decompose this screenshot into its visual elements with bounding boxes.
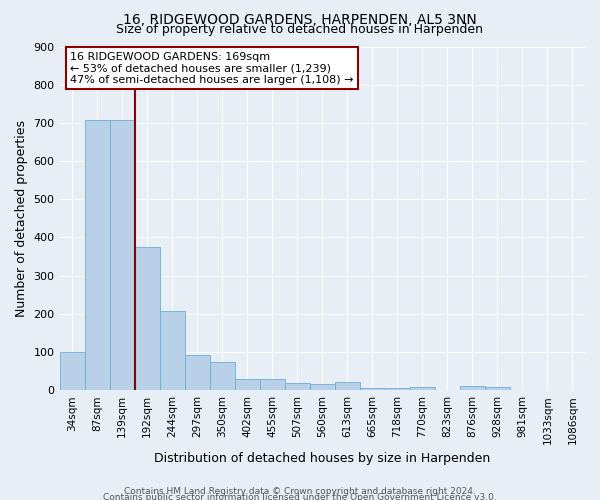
- Bar: [260, 378, 285, 390]
- Text: Contains HM Land Registry data © Crown copyright and database right 2024.: Contains HM Land Registry data © Crown c…: [124, 486, 476, 496]
- Bar: [160, 311, 185, 390]
- Bar: [335, 382, 360, 390]
- Text: Size of property relative to detached houses in Harpenden: Size of property relative to detached ho…: [116, 22, 484, 36]
- X-axis label: Distribution of detached houses by size in Harpenden: Distribution of detached houses by size …: [154, 452, 490, 465]
- Text: 16 RIDGEWOOD GARDENS: 169sqm
← 53% of detached houses are smaller (1,239)
47% of: 16 RIDGEWOOD GARDENS: 169sqm ← 53% of de…: [70, 52, 353, 85]
- Bar: [235, 378, 260, 390]
- Bar: [85, 120, 110, 390]
- Bar: [485, 387, 510, 390]
- Bar: [185, 354, 209, 390]
- Bar: [134, 247, 160, 390]
- Text: Contains public sector information licensed under the Open Government Licence v3: Contains public sector information licen…: [103, 492, 497, 500]
- Bar: [285, 383, 310, 390]
- Bar: [360, 388, 385, 390]
- Bar: [59, 352, 85, 390]
- Bar: [385, 388, 410, 390]
- Bar: [110, 120, 134, 390]
- Bar: [460, 386, 485, 390]
- Bar: [410, 386, 435, 390]
- Bar: [310, 384, 335, 390]
- Text: 16, RIDGEWOOD GARDENS, HARPENDEN, AL5 3NN: 16, RIDGEWOOD GARDENS, HARPENDEN, AL5 3N…: [123, 12, 477, 26]
- Y-axis label: Number of detached properties: Number of detached properties: [15, 120, 28, 317]
- Bar: [209, 362, 235, 390]
